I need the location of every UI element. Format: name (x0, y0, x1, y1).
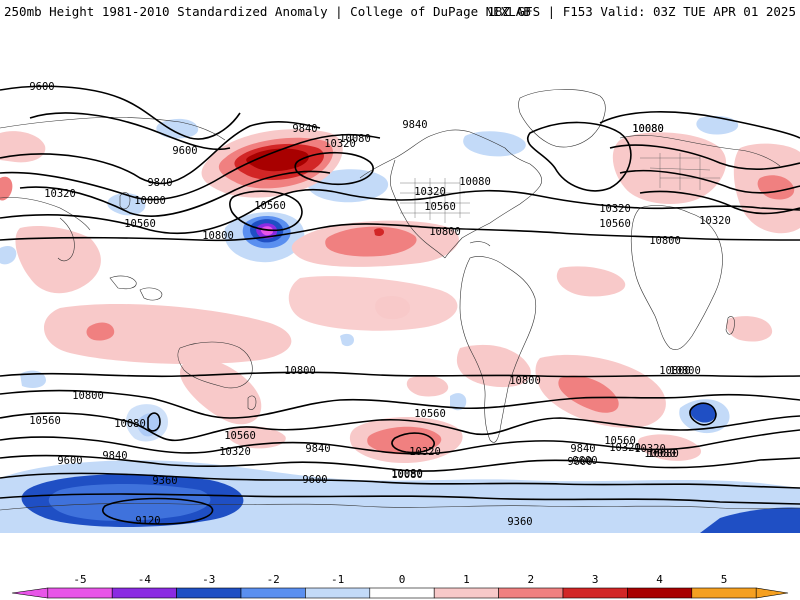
contour-label: 10560 (424, 201, 456, 213)
colorbar-tick-label: 3 (592, 573, 599, 586)
colorbar-arrow-right (755, 587, 789, 599)
contour-label: 10320 (44, 188, 76, 200)
contour-label: 9600 (572, 455, 597, 467)
colorbar-tick-label: 4 (656, 573, 663, 586)
colorbar-tick-label: 1 (463, 573, 470, 586)
contour-label: 10800 (649, 235, 681, 247)
contour-label: 9360 (152, 475, 177, 487)
coastlines (0, 89, 800, 511)
contour-label: 10320 (609, 442, 641, 454)
colorbar-tick-label: -4 (138, 573, 152, 586)
contour-label: 10080 (632, 123, 664, 135)
contour-label: 9600 (567, 456, 592, 468)
contour-label: 10320 (599, 203, 631, 215)
contour-label: 10800 (509, 375, 541, 387)
contour-label: 10800 (429, 226, 461, 238)
contour-label: 10320 (409, 446, 441, 458)
contour-label: 10080 (339, 133, 371, 145)
colorbar-segment (691, 587, 757, 599)
contour-label: 10800 (669, 365, 701, 377)
colorbar-segment (498, 587, 564, 599)
map-title: 250mb Height 1981-2010 Standardized Anom… (4, 4, 531, 19)
contour-label: 10800 (659, 365, 691, 377)
contour-label: 10320 (634, 443, 666, 455)
contour-label: 9840 (402, 119, 427, 131)
contour-label: 10320 (414, 186, 446, 198)
contour-label: 10080 (632, 123, 664, 135)
colorbar-tick-label: 5 (721, 573, 728, 586)
anomaly-map: 9600960010320984010080105601032010080105… (0, 78, 800, 533)
contour-label: 10800 (72, 390, 104, 402)
contour-label: 10080 (114, 418, 146, 430)
colorbar-segment (47, 587, 113, 599)
contour-label-layer: 9600960010320984010080105601032010080105… (29, 81, 731, 528)
colorbar: -5 -4 -3 -2 -1 0 1 2 3 4 5 (11, 573, 789, 599)
contour-label: 9840 (305, 443, 330, 455)
contour-label: 9840 (147, 177, 172, 189)
contour-label: 10320 (219, 446, 251, 458)
contour-label: 10080 (647, 448, 679, 460)
contour-label: 10560 (29, 415, 61, 427)
colorbar-segment (176, 587, 242, 599)
colorbar-segment (627, 587, 693, 599)
contour-label: 9600 (172, 145, 197, 157)
contour-label: 10560 (124, 218, 156, 230)
positive-anomaly-fills (0, 129, 800, 464)
contour-label: 10080 (391, 468, 423, 480)
contour-label: 10800 (284, 365, 316, 377)
colorbar-segment (111, 587, 177, 599)
contour-label: 10080 (391, 469, 423, 481)
contour-label: 10320 (324, 138, 356, 150)
contour-label: 10320 (699, 215, 731, 227)
colorbar-segment (305, 587, 371, 599)
colorbar-segment (562, 587, 628, 599)
contour-label: 9840 (292, 123, 317, 135)
contour-label: 10560 (599, 218, 631, 230)
colorbar-segment (240, 587, 306, 599)
contour-label: 10080 (644, 448, 676, 460)
colorbar-tick-label: -3 (202, 573, 215, 586)
height-contours (0, 85, 800, 525)
contour-label: 10080 (459, 176, 491, 188)
contour-label: 10800 (202, 230, 234, 242)
colorbar-tick-label: -5 (73, 573, 86, 586)
contour-label: 9360 (507, 516, 532, 528)
model-run-info: 18Z GFS | F153 Valid: 03Z TUE APR 01 202… (487, 4, 796, 19)
contour-label: 9120 (135, 515, 160, 527)
colorbar-tick-label: -2 (267, 573, 280, 586)
colorbar-tick-label: -1 (331, 573, 344, 586)
contour-label: 10560 (254, 200, 286, 212)
colorbar-tick-label: 0 (399, 573, 406, 586)
contour-label: 10560 (224, 430, 256, 442)
contour-label: 9600 (29, 81, 54, 93)
colorbar-segment (433, 587, 499, 599)
contour-label: 10560 (604, 435, 636, 447)
contour-label: 10080 (134, 195, 166, 207)
contour-label: 9840 (102, 450, 127, 462)
political-borders (400, 153, 720, 223)
contour-label: 9600 (57, 455, 82, 467)
colorbar-arrow-left (11, 587, 49, 599)
contour-label: 10560 (414, 408, 446, 420)
contour-label: 9600 (302, 474, 327, 486)
contour-label: 9840 (570, 443, 595, 455)
colorbar-segment (369, 587, 435, 599)
colorbar-tick-label: 2 (527, 573, 534, 586)
